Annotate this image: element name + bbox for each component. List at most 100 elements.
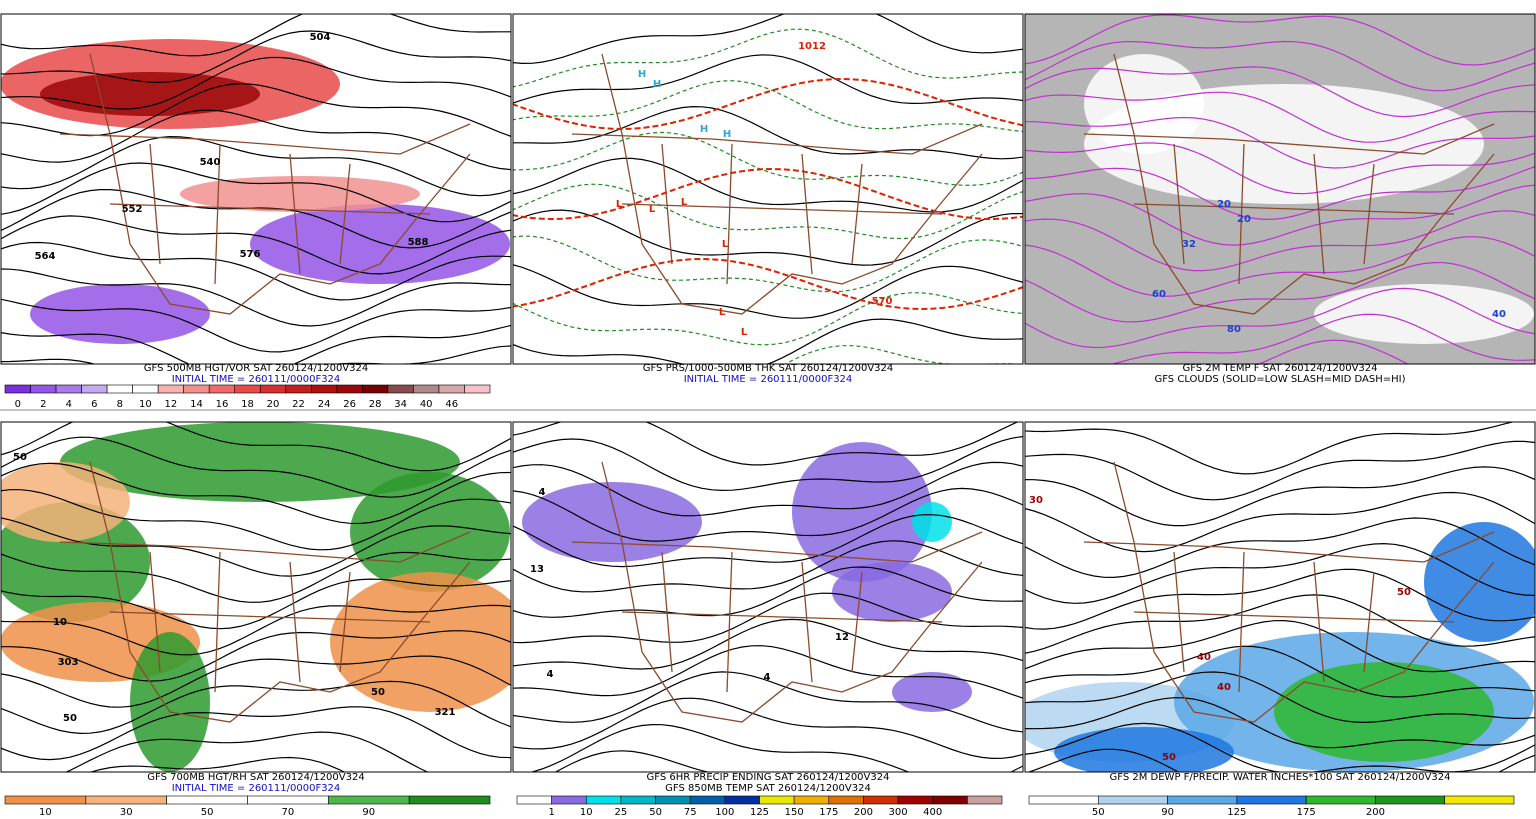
field-shade bbox=[1314, 284, 1534, 344]
boundary bbox=[339, 163, 351, 265]
contour bbox=[1, 630, 511, 682]
colorbar-swatch bbox=[4, 384, 31, 394]
contour bbox=[1025, 116, 1535, 169]
boundary bbox=[661, 143, 673, 265]
colorbar-label: 20 bbox=[267, 399, 280, 410]
contour bbox=[513, 14, 1023, 65]
boundary bbox=[1133, 611, 1455, 623]
contour bbox=[1, 14, 511, 57]
colorbar-swatch bbox=[438, 384, 465, 394]
boundary bbox=[214, 551, 221, 693]
colorbar-label: 30 bbox=[120, 807, 133, 818]
contour bbox=[513, 183, 1023, 240]
contour bbox=[1025, 697, 1535, 749]
colorbar-swatch bbox=[413, 384, 440, 394]
map-label: 32 bbox=[1182, 239, 1196, 250]
field-shade bbox=[892, 672, 972, 712]
map-background bbox=[513, 14, 1023, 364]
contour bbox=[513, 131, 1023, 186]
contour bbox=[513, 461, 1023, 517]
map-area: 50 10 303 50 50 321 bbox=[1, 422, 511, 772]
map-label: H bbox=[653, 79, 661, 90]
contour bbox=[1025, 440, 1535, 501]
colorbar-swatch bbox=[655, 795, 691, 805]
map-label: 50 bbox=[371, 687, 385, 698]
contour bbox=[1025, 14, 1535, 66]
contour bbox=[513, 28, 1023, 88]
contour bbox=[1, 56, 511, 110]
contour bbox=[1025, 210, 1535, 272]
colorbar-swatch bbox=[362, 384, 389, 394]
boundary bbox=[621, 611, 943, 623]
boundary bbox=[1133, 203, 1455, 215]
colorbar-label: 400 bbox=[923, 807, 942, 818]
map-panel: 504 540 552 564 576 588 GFS 500MB HGT/VOR SAT … bbox=[0, 13, 512, 410]
colorbar-swatch bbox=[689, 795, 726, 805]
map-area: 504 540 552 564 576 588 bbox=[1, 14, 511, 364]
contour bbox=[1025, 91, 1535, 143]
contour bbox=[1025, 619, 1535, 673]
colorbar-label: 10 bbox=[580, 807, 593, 818]
colorbar-label: 100 bbox=[715, 807, 734, 818]
contour bbox=[1110, 313, 1535, 364]
thickness-line bbox=[513, 257, 1023, 311]
field-shade bbox=[1274, 662, 1494, 762]
colorbar-swatch bbox=[259, 384, 287, 394]
caption: GFS 850MB TEMP SAT 260124/1200V324 bbox=[665, 783, 871, 794]
contour bbox=[1025, 236, 1535, 297]
map-panel: 30 40 50 50 40 GFS 2M DEWP F/PRECIP. WATER IN… bbox=[1024, 421, 1536, 818]
boundary bbox=[621, 203, 943, 215]
map-label: L bbox=[722, 239, 729, 250]
caption: GFS 500MB HGT/VOR SAT 260124/1200V324 bbox=[144, 363, 368, 374]
caption: INITIAL TIME = 260111/0000F324 bbox=[684, 374, 853, 385]
contour bbox=[1, 241, 511, 301]
boundary bbox=[851, 163, 863, 265]
boundary bbox=[1363, 571, 1375, 673]
boundary bbox=[601, 53, 983, 315]
map-label: 30 bbox=[1029, 495, 1043, 506]
field-shade bbox=[912, 502, 952, 542]
colorbar-label: 28 bbox=[369, 399, 382, 410]
colorbar-label: 24 bbox=[318, 399, 331, 410]
map-label: 50 bbox=[1162, 752, 1176, 763]
map-frame bbox=[1024, 13, 1536, 365]
map-area: 4 13 4 4 12 bbox=[513, 422, 1023, 772]
contour bbox=[513, 235, 1023, 293]
colorbar-swatch bbox=[1305, 795, 1376, 805]
contour bbox=[513, 671, 1023, 733]
colorbar-swatch bbox=[863, 795, 899, 805]
boundary bbox=[89, 461, 471, 723]
contour bbox=[1257, 339, 1410, 364]
boundary bbox=[214, 143, 221, 285]
colorbar-swatch bbox=[1097, 795, 1168, 805]
map-panel: 32 20 20 60 80 40 GFS 2M TEMP F SAT 260124/120… bbox=[1024, 13, 1536, 385]
contour bbox=[1025, 466, 1535, 527]
map-label: 50 bbox=[13, 452, 27, 463]
contour bbox=[1025, 671, 1535, 724]
contour bbox=[513, 105, 1023, 160]
map-label: 504 bbox=[310, 32, 331, 43]
field-shade bbox=[1054, 727, 1234, 772]
contour bbox=[1, 215, 511, 275]
contour bbox=[1025, 184, 1535, 246]
caption: GFS 2M TEMP F SAT 260124/1200V324 bbox=[1182, 363, 1377, 374]
colorbar-label: 90 bbox=[362, 807, 375, 818]
boundary bbox=[1083, 123, 1495, 155]
contour bbox=[513, 435, 1023, 492]
contour bbox=[1, 324, 511, 364]
colorbar-label: 50 bbox=[201, 807, 214, 818]
colorbar-swatch bbox=[30, 384, 57, 394]
colorbar-label: 90 bbox=[1161, 807, 1174, 818]
thickness-line bbox=[513, 77, 1023, 131]
colorbar-swatch bbox=[897, 795, 934, 805]
map-label: 40 bbox=[1217, 682, 1231, 693]
colorbar-label: 75 bbox=[684, 807, 697, 818]
boundary bbox=[1083, 531, 1495, 563]
boundary bbox=[59, 531, 471, 563]
map-label: 80 bbox=[1227, 324, 1241, 335]
contour bbox=[1027, 748, 1535, 772]
field-shade bbox=[1084, 54, 1204, 154]
contour bbox=[1025, 568, 1535, 630]
colorbar-swatch bbox=[620, 795, 656, 805]
field-shade bbox=[330, 572, 511, 712]
